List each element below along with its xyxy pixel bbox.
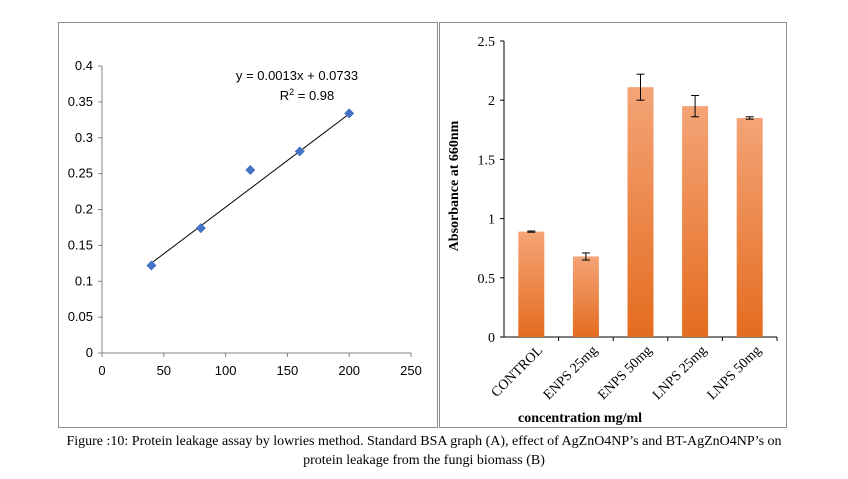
y-tick-label: 2.5	[478, 35, 496, 50]
x-tick-label: 50	[157, 363, 171, 378]
standard-bsa-scatter-chart: 0 0.05 0.1 0.15 0.2 0.25 0.3 0.35 0.4 0 50 100 150 20…	[68, 58, 422, 378]
category-label: ENPS 25mg	[541, 343, 601, 403]
linear-trendline	[151, 113, 350, 264]
data-point-marker	[344, 108, 355, 119]
bar	[572, 256, 599, 337]
x-tick-label: 150	[277, 363, 299, 378]
category-label: LNPS 25mg	[650, 343, 710, 403]
data-point-marker	[245, 165, 256, 176]
y-tick-label: 0.35	[68, 94, 93, 109]
y-tick-label: 1	[488, 213, 495, 228]
category-label: LNPS 50mg	[705, 343, 765, 403]
caption-line-2: protein leakage from the fungi biomass (…	[303, 453, 545, 468]
x-tick-label: 0	[98, 363, 105, 378]
y-tick-label: 0.25	[68, 166, 93, 181]
x-tick-label: 250	[400, 363, 422, 378]
bar	[736, 117, 763, 338]
trendline-equation: y = 0.0013x + 0.0733	[236, 68, 358, 83]
y-tick-label: 0.05	[68, 309, 93, 324]
y-tick-label: 0.4	[75, 58, 93, 73]
data-point-marker	[294, 146, 305, 157]
y-tick-label: 0.15	[68, 237, 93, 252]
x-tick-label: 100	[215, 363, 237, 378]
y-tick-label: 0	[86, 345, 93, 360]
y-tick-label: 0.3	[75, 130, 93, 145]
data-point-marker	[195, 223, 206, 234]
y-tick-label: 0.2	[75, 202, 93, 217]
y-axis-title: Absorbance at 660nm	[447, 120, 462, 251]
data-point-marker	[146, 260, 157, 271]
y-tick-label: 0.1	[75, 273, 93, 288]
y-tick-label: 0	[488, 331, 495, 346]
y-tick-label: 0.5	[478, 272, 496, 287]
bar	[682, 106, 709, 338]
x-axis-title: concentration mg/ml	[518, 411, 642, 426]
caption-line-1: Figure :10: Protein leakage assay by low…	[66, 434, 782, 449]
y-tick-label: 1.5	[478, 153, 496, 168]
protein-leakage-chart-panel: 0 0.5 1 1.5 2 2.5 CONTROL ENPS 25mg ENPS 50mg LN…	[439, 22, 787, 428]
category-label: ENPS 50mg	[595, 343, 655, 403]
y-tick-label: 2	[488, 94, 495, 109]
bar	[518, 231, 545, 337]
figure-caption: Figure :10: Protein leakage assay by low…	[0, 432, 848, 470]
bar	[627, 87, 654, 338]
r-squared-label: R2 = 0.98	[280, 87, 335, 103]
x-tick-label: 200	[338, 363, 360, 378]
category-label: CONTROL	[489, 343, 546, 400]
standard-bsa-chart-panel: 0 0.05 0.1 0.15 0.2 0.25 0.3 0.35 0.4 0 50 100 150 20…	[58, 22, 438, 428]
